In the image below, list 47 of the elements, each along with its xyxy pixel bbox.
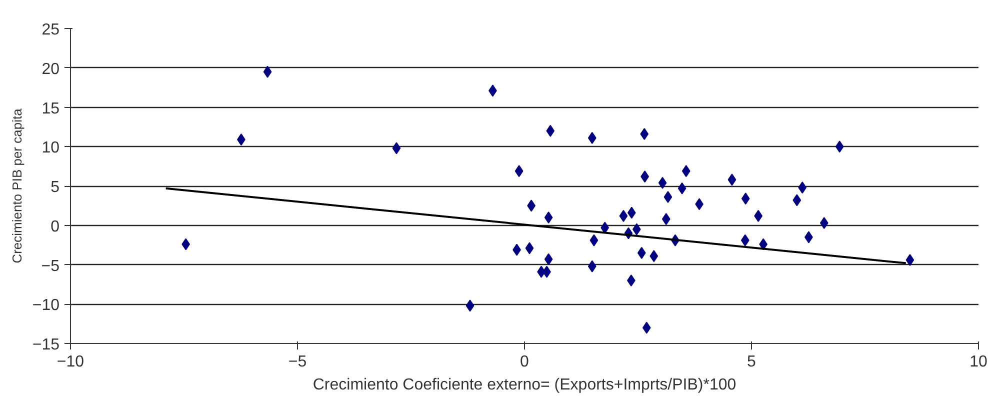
point [798,182,807,194]
point [544,212,553,224]
point [588,260,596,272]
y-tick-label: 5 [50,179,60,196]
point [263,66,272,78]
point [546,124,555,137]
point [678,182,686,194]
y-axis-title: Crecimiento PIB per capita [10,108,24,264]
y-tick-label: 25 [42,22,60,38]
point [740,234,750,246]
point [632,223,641,236]
y-tick-label: 10 [42,140,60,157]
x-tick-label: −5 [288,354,307,370]
point [792,194,802,206]
point [627,274,636,286]
point [664,191,672,204]
point [514,165,524,178]
point [741,192,750,205]
x-tick-label: 10 [970,354,988,370]
x-tick-label: 0 [520,354,530,370]
y-tick-label: 0 [50,218,60,236]
point [525,242,534,254]
point [835,140,844,153]
point [820,217,828,230]
point [728,174,736,186]
point [658,176,667,189]
point [590,234,598,246]
point [544,253,553,266]
point [466,300,474,312]
point [619,210,628,222]
x-tick-label: 5 [747,354,756,370]
y-tick-label: −15 [32,336,60,354]
point [627,206,636,219]
y-tick-label: 20 [42,60,60,78]
point [392,142,401,154]
y-tick-label: −5 [41,258,60,275]
point [650,250,658,262]
y-tick-label: −10 [32,297,60,314]
point [682,165,690,178]
point [906,254,914,266]
point [642,322,651,334]
point [637,246,646,259]
point [640,128,649,140]
point [588,132,596,144]
y-tick-label: 15 [42,100,60,118]
x-axis-title: Crecimiento Coeficiente externo= (Exports+Imprts/PIB)*100 [312,376,736,394]
point [662,213,670,226]
